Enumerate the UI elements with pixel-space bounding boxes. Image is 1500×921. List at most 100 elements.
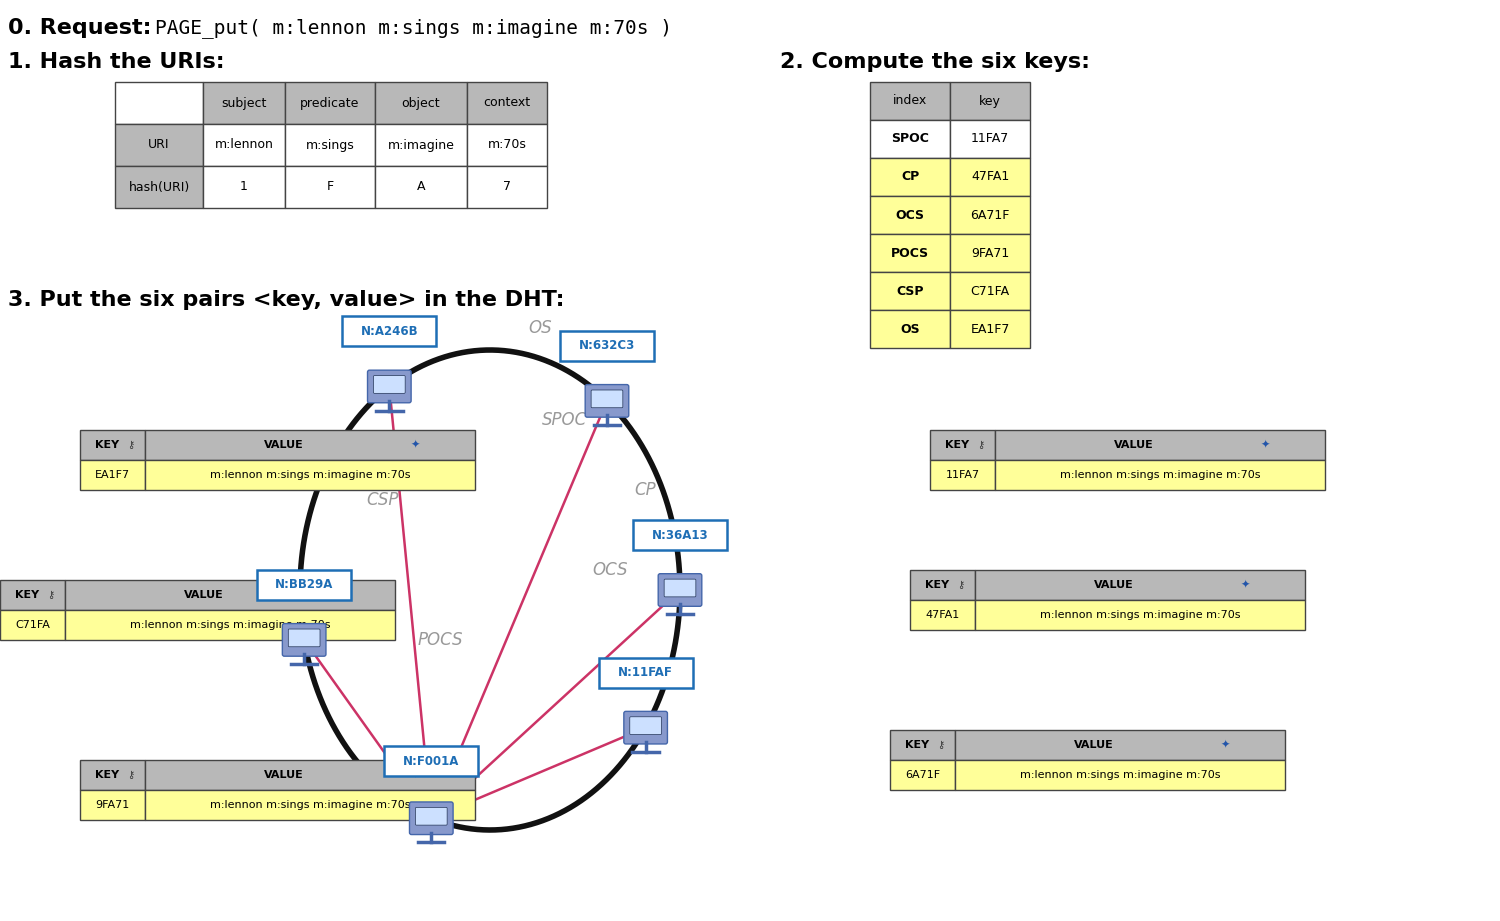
Text: 6A71F: 6A71F: [904, 770, 940, 780]
FancyBboxPatch shape: [466, 82, 548, 124]
FancyArrowPatch shape: [433, 594, 676, 816]
FancyArrowPatch shape: [433, 729, 640, 817]
Text: POCS: POCS: [417, 631, 462, 649]
FancyBboxPatch shape: [994, 460, 1324, 490]
Text: VALUE: VALUE: [264, 440, 303, 450]
Text: CP: CP: [634, 481, 656, 499]
FancyBboxPatch shape: [950, 310, 1030, 348]
Text: 11FA7: 11FA7: [945, 470, 980, 480]
FancyBboxPatch shape: [80, 460, 146, 490]
FancyBboxPatch shape: [375, 82, 466, 124]
FancyBboxPatch shape: [282, 624, 326, 656]
FancyBboxPatch shape: [950, 158, 1030, 196]
FancyBboxPatch shape: [285, 124, 375, 166]
Text: 9FA71: 9FA71: [96, 800, 129, 810]
FancyBboxPatch shape: [375, 124, 466, 166]
Text: CP: CP: [902, 170, 920, 183]
FancyBboxPatch shape: [375, 166, 466, 208]
FancyBboxPatch shape: [146, 430, 476, 460]
Text: ⚷: ⚷: [128, 770, 135, 780]
FancyBboxPatch shape: [80, 430, 146, 460]
Text: N:36A13: N:36A13: [651, 529, 708, 542]
Text: VALUE: VALUE: [264, 770, 303, 780]
Text: ⚷: ⚷: [938, 740, 945, 750]
Text: ✦: ✦: [1221, 740, 1230, 750]
FancyBboxPatch shape: [975, 600, 1305, 630]
Text: key: key: [980, 95, 1000, 108]
Text: 6A71F: 6A71F: [970, 208, 1010, 221]
FancyBboxPatch shape: [466, 166, 548, 208]
FancyBboxPatch shape: [0, 580, 64, 610]
FancyBboxPatch shape: [950, 234, 1030, 272]
Text: m:lennon m:sings m:imagine m:70s: m:lennon m:sings m:imagine m:70s: [210, 470, 410, 480]
FancyBboxPatch shape: [994, 430, 1324, 460]
Text: N:F001A: N:F001A: [404, 754, 459, 768]
Text: EA1F7: EA1F7: [970, 322, 1010, 335]
FancyBboxPatch shape: [64, 610, 395, 640]
FancyBboxPatch shape: [664, 579, 696, 597]
Text: F: F: [327, 181, 333, 193]
FancyBboxPatch shape: [368, 370, 411, 402]
Text: m:imagine: m:imagine: [387, 138, 454, 151]
Text: m:lennon m:sings m:imagine m:70s: m:lennon m:sings m:imagine m:70s: [1020, 770, 1221, 780]
FancyBboxPatch shape: [870, 120, 950, 158]
FancyBboxPatch shape: [146, 790, 476, 820]
Text: ✦: ✦: [1240, 580, 1251, 590]
Text: VALUE: VALUE: [1074, 740, 1113, 750]
Text: context: context: [483, 97, 531, 110]
FancyBboxPatch shape: [202, 82, 285, 124]
Text: object: object: [402, 97, 441, 110]
FancyBboxPatch shape: [591, 390, 622, 408]
FancyBboxPatch shape: [116, 82, 202, 124]
Text: N:BB29A: N:BB29A: [274, 578, 333, 591]
FancyBboxPatch shape: [416, 808, 447, 825]
Text: URI: URI: [148, 138, 170, 151]
FancyBboxPatch shape: [202, 124, 285, 166]
FancyBboxPatch shape: [950, 196, 1030, 234]
Text: hash(URI): hash(URI): [129, 181, 189, 193]
FancyBboxPatch shape: [890, 760, 956, 790]
Text: CSP: CSP: [897, 285, 924, 297]
Text: 2. Compute the six keys:: 2. Compute the six keys:: [780, 52, 1090, 72]
FancyArrowPatch shape: [308, 645, 429, 816]
FancyBboxPatch shape: [658, 574, 702, 606]
Text: VALUE: VALUE: [1094, 580, 1134, 590]
FancyBboxPatch shape: [466, 124, 548, 166]
FancyArrowPatch shape: [432, 406, 606, 816]
Text: KEY: KEY: [945, 440, 969, 450]
FancyBboxPatch shape: [560, 331, 654, 361]
Text: OS: OS: [900, 322, 920, 335]
FancyBboxPatch shape: [585, 385, 628, 417]
Text: KEY: KEY: [94, 770, 120, 780]
Text: subject: subject: [222, 97, 267, 110]
FancyBboxPatch shape: [285, 82, 375, 124]
Text: VALUE: VALUE: [183, 590, 224, 600]
FancyBboxPatch shape: [870, 234, 950, 272]
Text: 1. Hash the URIs:: 1. Hash the URIs:: [8, 52, 225, 72]
FancyBboxPatch shape: [633, 520, 728, 550]
Text: PAGE_put( m:lennon m:sings m:imagine m:70s ): PAGE_put( m:lennon m:sings m:imagine m:7…: [154, 18, 672, 38]
Text: ⚷: ⚷: [46, 590, 54, 600]
Text: 11FA7: 11FA7: [970, 133, 1010, 146]
Text: C71FA: C71FA: [15, 620, 50, 630]
Text: ⚷: ⚷: [976, 440, 984, 450]
Text: SPOC: SPOC: [543, 411, 588, 429]
Text: m:70s: m:70s: [488, 138, 526, 151]
Text: ✦: ✦: [332, 590, 340, 600]
Text: 1: 1: [240, 181, 248, 193]
Text: KEY: KEY: [926, 580, 950, 590]
Text: 47FA1: 47FA1: [926, 610, 960, 620]
FancyBboxPatch shape: [870, 158, 950, 196]
Text: OCS: OCS: [592, 561, 627, 579]
Text: 3. Put the six pairs <key, value> in the DHT:: 3. Put the six pairs <key, value> in the…: [8, 290, 564, 310]
Text: ✦: ✦: [411, 440, 420, 450]
FancyBboxPatch shape: [64, 580, 395, 610]
FancyBboxPatch shape: [624, 711, 668, 744]
FancyBboxPatch shape: [384, 746, 478, 776]
FancyBboxPatch shape: [374, 376, 405, 393]
FancyBboxPatch shape: [950, 82, 1030, 120]
Text: predicate: predicate: [300, 97, 360, 110]
FancyBboxPatch shape: [288, 629, 320, 647]
Text: ✦: ✦: [411, 770, 420, 780]
FancyBboxPatch shape: [870, 82, 950, 120]
